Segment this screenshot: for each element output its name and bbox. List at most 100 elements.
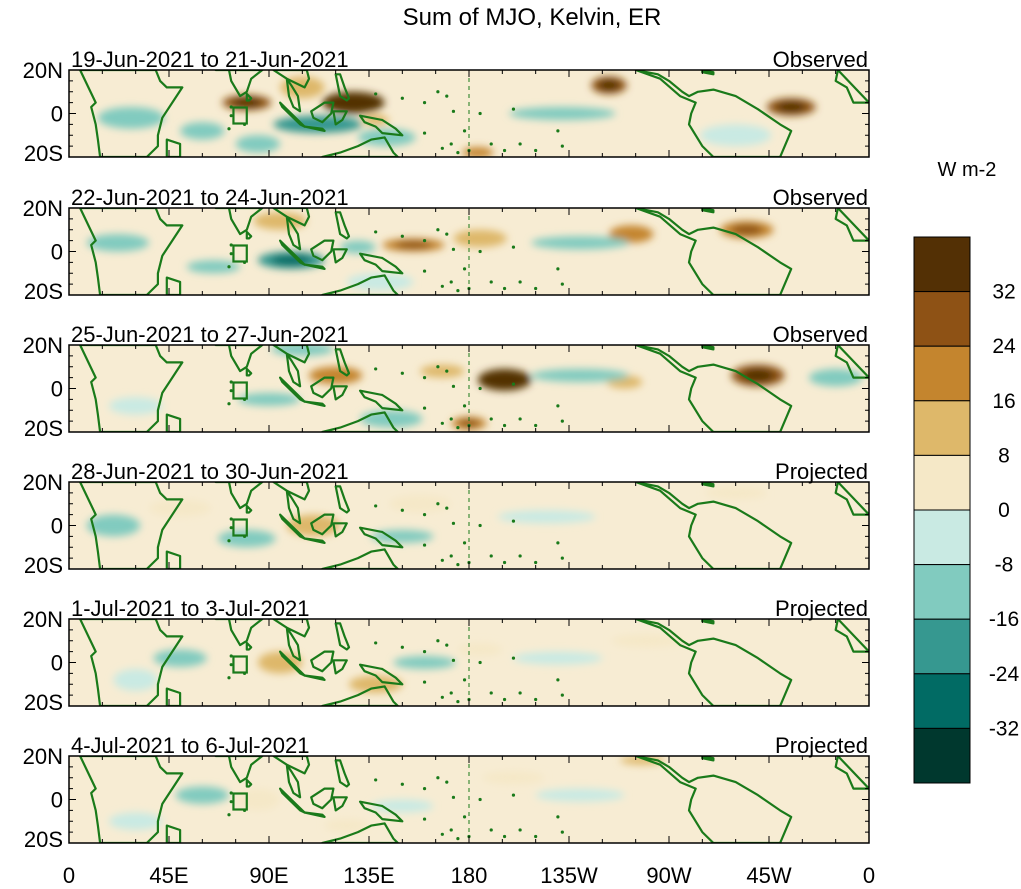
island	[374, 92, 378, 96]
island	[456, 563, 460, 567]
island	[489, 280, 493, 284]
anomaly-blob	[153, 649, 207, 667]
panel-period-label: 28-Jun-2021 to 30-Jun-2021	[71, 459, 349, 484]
map-panel: 20N 0 20S 25-Jun-2021 to 27-Jun-2021 Observe…	[23, 322, 870, 441]
x-tick-label: 45E	[149, 863, 188, 888]
coastline	[279, 239, 306, 266]
island	[478, 797, 482, 802]
coastline	[310, 101, 335, 124]
island	[227, 813, 231, 817]
island	[511, 793, 516, 797]
coastline	[279, 101, 306, 128]
island	[489, 691, 493, 695]
coastline	[214, 482, 264, 510]
anomaly-blob	[253, 212, 307, 230]
island	[462, 678, 467, 682]
island	[229, 663, 233, 667]
anomaly-blob	[609, 225, 654, 243]
coastline	[165, 138, 182, 157]
anomaly-blob	[235, 135, 281, 153]
anomaly-core	[458, 419, 480, 428]
anomaly-blob	[357, 128, 416, 147]
y-tick-label: 0	[51, 377, 63, 402]
island	[229, 654, 233, 658]
anomaly-core	[488, 373, 521, 387]
island	[456, 426, 460, 430]
coastline	[214, 208, 264, 236]
colorbar-segment	[913, 454, 971, 511]
region-box	[232, 518, 248, 537]
island	[451, 384, 456, 388]
island	[556, 404, 560, 408]
coastline	[332, 522, 348, 538]
island	[422, 650, 427, 654]
island	[462, 404, 467, 408]
coastline	[214, 70, 264, 98]
anomaly-blob	[700, 124, 772, 147]
y-tick-label: 0	[51, 240, 63, 265]
island	[518, 554, 522, 558]
y-tick-label: 20N	[23, 333, 63, 358]
anomaly-blob	[420, 364, 465, 378]
coastline	[834, 482, 869, 516]
coastline	[634, 345, 793, 432]
island	[374, 504, 378, 508]
coastline	[79, 756, 184, 843]
colorbar-segment	[913, 727, 971, 784]
island	[422, 513, 427, 517]
anomaly-blob	[237, 392, 301, 406]
panel-status-label: Observed	[773, 185, 868, 210]
panel-period-label: 4-Jul-2021 to 6-Jul-2021	[71, 733, 309, 758]
y-tick-label: 0	[51, 788, 63, 813]
coastline	[834, 619, 869, 653]
island	[229, 791, 233, 795]
anomaly-blob	[482, 771, 545, 785]
panel-status-label: Projected	[775, 459, 868, 484]
island	[229, 105, 233, 109]
coastline	[245, 641, 253, 651]
x-tick-label: 45W	[746, 863, 791, 888]
colorbar-segment	[913, 564, 971, 620]
island	[462, 267, 467, 271]
island	[229, 114, 233, 118]
anomaly-blob	[704, 486, 767, 500]
island	[422, 817, 427, 821]
island	[445, 506, 449, 510]
island	[556, 815, 560, 819]
island	[229, 800, 233, 804]
island	[449, 280, 453, 284]
panel-status-label: Projected	[775, 733, 868, 758]
y-tick-label: 20S	[24, 690, 63, 715]
anomaly-blob	[149, 499, 212, 517]
island	[374, 367, 378, 371]
coastline	[334, 622, 351, 651]
colorbar-segment	[913, 509, 971, 566]
anomaly-blob	[346, 273, 414, 291]
coastline	[214, 756, 264, 784]
y-tick-label: 20S	[24, 416, 63, 441]
coastline	[214, 345, 264, 373]
island	[436, 90, 440, 94]
anomaly-core	[598, 80, 620, 91]
island	[478, 111, 482, 116]
coastline	[303, 537, 326, 544]
island	[449, 554, 453, 558]
island	[449, 828, 453, 832]
coastline	[303, 811, 326, 818]
island	[502, 148, 507, 153]
coastline	[634, 208, 793, 295]
y-tick-label: 20N	[23, 470, 63, 495]
map-panel: 20N 0 20S 1-Jul-2021 to 3-Jul-2021 Projected	[23, 596, 870, 715]
coastline	[272, 70, 311, 113]
island	[560, 556, 564, 560]
anomaly-blob	[453, 229, 507, 248]
colorbar-tick-label: 24	[992, 335, 1016, 358]
coastline	[334, 348, 351, 377]
island	[422, 239, 427, 243]
coastline	[79, 70, 184, 157]
anomaly-blob	[180, 122, 225, 140]
anomaly-core	[776, 101, 806, 113]
island	[502, 697, 507, 702]
island	[478, 523, 482, 528]
